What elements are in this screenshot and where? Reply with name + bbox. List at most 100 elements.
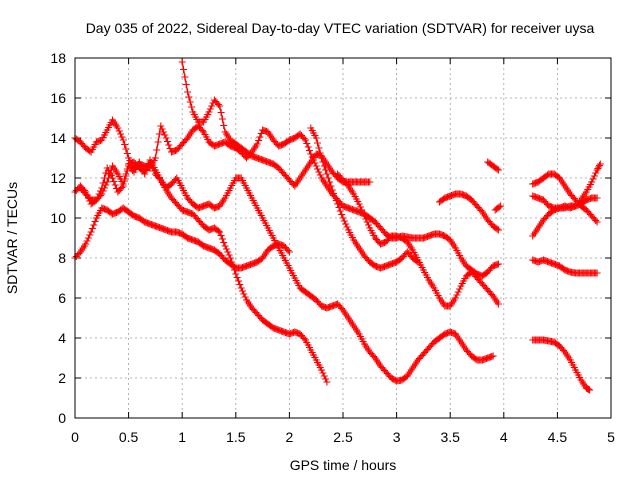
data-point: [588, 178, 596, 186]
data-series: [71, 58, 604, 394]
data-point-fill: [218, 235, 226, 243]
x-tick-labels: 0 0.5 1 1.5 2 2.5 3 3.5 4 4.5 5: [71, 429, 615, 445]
data-point-fill: [110, 178, 118, 185]
series-s15: [529, 336, 594, 394]
data-point-fill: [589, 175, 597, 183]
y-tick-label: 14: [50, 130, 66, 146]
data-point-fill: [222, 245, 230, 253]
x-tick-label: 3.5: [440, 429, 460, 445]
data-point-fill: [158, 125, 166, 133]
data-point-fill: [233, 274, 241, 281]
data-point: [237, 284, 245, 292]
data-point-fill: [240, 290, 248, 298]
data-point-fill: [300, 335, 308, 342]
chart-title: Day 035 of 2022, Sidereal Day-to-day VTE…: [86, 20, 595, 36]
series-s4: [76, 158, 331, 386]
data-point-fill: [186, 98, 194, 106]
data-point-fill: [220, 122, 228, 129]
x-tick-label: 1.5: [226, 429, 246, 445]
data-point-fill: [303, 140, 311, 147]
data-point-fill: [493, 165, 501, 173]
data-point: [328, 186, 336, 194]
data-point-fill: [592, 217, 600, 224]
data-point: [339, 214, 347, 222]
data-point-fill: [165, 141, 173, 149]
series-s7: [334, 170, 502, 310]
data-point-fill: [256, 133, 264, 141]
data-point-fill: [182, 81, 190, 88]
data-point-fill: [220, 239, 228, 246]
data-point: [205, 108, 213, 116]
data-point-fill: [123, 150, 131, 157]
data-point-fill: [596, 162, 603, 169]
y-axis-label: SDTVAR / TECUs: [4, 182, 20, 294]
data-point-fill: [319, 158, 327, 166]
data-point-fill: [590, 172, 598, 180]
x-tick-label: 1: [178, 429, 186, 445]
x-tick-label: 0: [71, 429, 79, 445]
data-point-fill: [185, 93, 193, 101]
data-point-fill: [454, 288, 462, 296]
data-point: [216, 102, 224, 110]
data-point-fill: [122, 145, 130, 153]
data-point-fill: [320, 372, 328, 380]
y-tick-label: 16: [50, 90, 66, 106]
data-point: [593, 218, 601, 226]
data-point-fill: [231, 266, 238, 274]
data-point: [285, 248, 293, 256]
data-point-fill: [592, 169, 600, 177]
y-tick-label: 18: [50, 50, 66, 66]
data-point-fill: [324, 174, 332, 182]
data-point: [103, 178, 111, 186]
data-point-fill: [365, 221, 372, 229]
data-point-fill: [147, 161, 155, 169]
data-point-fill: [314, 165, 321, 173]
plot-frame: [74, 57, 612, 419]
data-point-fill: [115, 127, 123, 135]
data-point-fill: [342, 220, 350, 228]
data-point-fill: [338, 211, 346, 218]
data-point-fill: [456, 285, 464, 293]
x-tick-label: 4.5: [548, 429, 568, 445]
data-point: [221, 242, 229, 250]
data-point-fill: [225, 251, 233, 259]
data-point: [302, 136, 309, 144]
data-point: [497, 202, 505, 210]
x-tick-label: 3: [393, 429, 401, 445]
data-point-fill: [362, 215, 370, 223]
data-point-fill: [304, 143, 312, 151]
data-point-fill: [363, 218, 371, 226]
data-point: [586, 386, 594, 394]
data-point-fill: [105, 174, 112, 182]
y-tick-label: 12: [50, 170, 66, 186]
data-point-fill: [97, 192, 104, 199]
x-tick-label: 5: [607, 429, 615, 445]
data-point-fill: [320, 162, 328, 170]
data-point-fill: [214, 227, 222, 235]
data-point: [452, 294, 460, 302]
data-point: [494, 166, 502, 174]
data-point-fill: [90, 221, 98, 229]
data-point-fill: [239, 287, 246, 295]
data-point-fill: [180, 66, 187, 73]
data-point-fill: [218, 115, 226, 123]
data-point-fill: [217, 109, 225, 116]
data-point: [494, 226, 502, 234]
x-axis-label: GPS time / hours: [290, 457, 397, 473]
data-point-fill: [453, 291, 461, 299]
y-tick-label: 0: [58, 410, 66, 426]
data-point-fill: [118, 184, 126, 191]
y-tick-label: 8: [58, 250, 66, 266]
data-point-fill: [198, 127, 206, 134]
data-point-fill: [359, 209, 367, 217]
data-point: [162, 134, 170, 142]
data-point: [318, 154, 326, 162]
x-tick-label: 0.5: [119, 429, 139, 445]
data-point-fill: [159, 128, 167, 136]
data-point-fill: [86, 231, 94, 239]
data-point: [114, 124, 122, 132]
data-point: [323, 378, 331, 386]
data-point-fill: [101, 184, 108, 192]
grid: [75, 58, 611, 418]
